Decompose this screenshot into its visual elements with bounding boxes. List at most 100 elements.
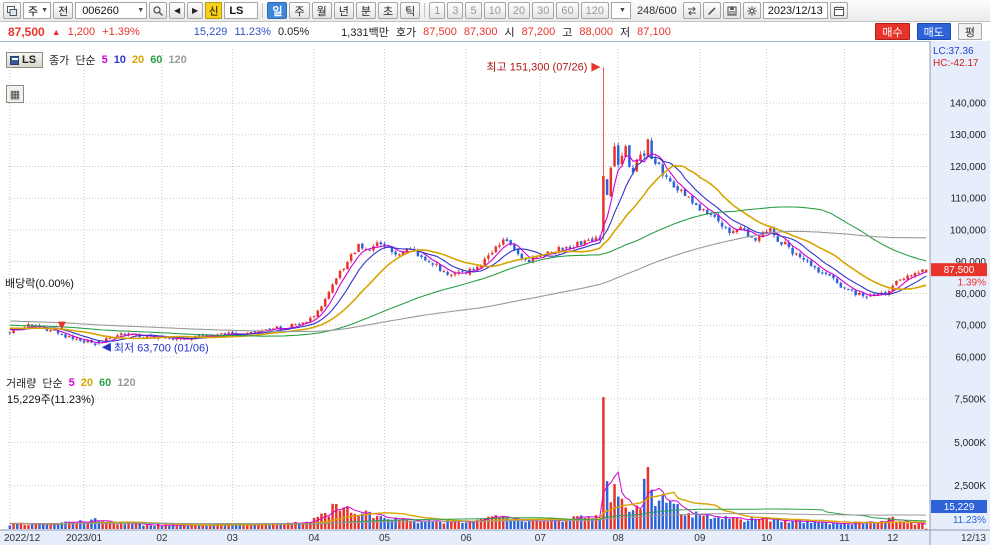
x-tick-label: 02 (156, 533, 168, 544)
x-tick-label: 2022/12 (4, 533, 41, 544)
interval-combo[interactable]: ▼ (611, 2, 631, 19)
current-volume-text: 15,229주(11.23%) (7, 391, 95, 407)
calendar-icon (833, 5, 845, 17)
tab-tick[interactable]: 틱 (400, 2, 420, 19)
interval-30[interactable]: 30 (532, 2, 554, 19)
window-icon[interactable] (3, 2, 21, 19)
chevron-down-icon: ▼ (41, 7, 48, 14)
volume-ma5-line (10, 472, 926, 525)
next-stock-button[interactable]: ▶ (187, 2, 203, 19)
stock-code-input[interactable] (80, 4, 134, 18)
chart-date-value: 2023/12/13 (768, 5, 823, 17)
annotation-high: 최고 151,300 (07/26) (486, 61, 587, 74)
price-ma20-line (10, 166, 926, 339)
new-issue-badge: 신 (205, 2, 222, 19)
calendar-button[interactable] (830, 2, 848, 19)
asset-type-value: 주 (28, 3, 38, 19)
vol-ma20-legend[interactable]: 20 (81, 377, 93, 389)
tab-minute[interactable]: 분 (356, 2, 376, 19)
indicator-grid-button[interactable]: ▦ (6, 85, 24, 103)
tab-month[interactable]: 월 (312, 2, 332, 19)
ma10-legend[interactable]: 10 (114, 54, 126, 66)
swap-arrows-icon (686, 5, 698, 17)
jeon-button[interactable]: 전 (53, 2, 73, 19)
x-tick-label: 11 (839, 533, 850, 544)
vol-ma120-legend[interactable]: 120 (117, 377, 135, 389)
x-tick-label: 09 (694, 533, 706, 544)
interval-3[interactable]: 3 (447, 2, 463, 19)
ma60-legend[interactable]: 60 (150, 54, 162, 66)
settings-button[interactable] (743, 2, 761, 19)
price-tick-label: 140,000 (950, 98, 987, 109)
open-label: 시 (504, 24, 514, 40)
annotation-exdiv: 배당락(0.00%) (5, 277, 74, 290)
high-price: 88,000 (579, 26, 613, 38)
current-price-badge-text: 87,500 (944, 265, 975, 276)
current-price: 87,500 (8, 25, 45, 39)
candlestick-chart-canvas[interactable]: 최고 151,300 (07/26)최저 63,700 (01/06)배당락(0… (0, 41, 990, 545)
volume-value: 15,229 (194, 26, 228, 38)
volume-ratio: 11.23% (234, 26, 271, 38)
price-change-pct: +1.39% (102, 26, 140, 38)
hoga-ask: 87,500 (423, 26, 457, 38)
chart-mini-icon (10, 56, 19, 65)
vol-ma5-legend[interactable]: 5 (69, 377, 75, 389)
prev-stock-button[interactable]: ◀ (169, 2, 185, 19)
interval-1[interactable]: 1 (429, 2, 445, 19)
volume-tick-label: 7,500K (954, 394, 986, 405)
valuation-button[interactable]: 평 (958, 23, 982, 40)
price-tick-label: 60,000 (955, 353, 986, 364)
buy-button[interactable]: 매수 (875, 23, 909, 40)
x-tick-label: 05 (379, 533, 391, 544)
current-price-pct: 1.39% (958, 278, 986, 289)
search-icon (152, 5, 164, 17)
x-tick-label: 07 (535, 533, 547, 544)
price-tick-label: 130,000 (950, 130, 987, 141)
chevron-down-icon: ▼ (137, 7, 144, 14)
price-tick-label: 70,000 (955, 321, 986, 332)
compare-button[interactable] (683, 2, 701, 19)
asset-type-combo[interactable]: 주 ▼ (23, 2, 51, 19)
chart-date-box[interactable]: 2023/12/13 (763, 2, 828, 19)
hoga-bid: 87,300 (464, 26, 498, 38)
grid-icon: ▦ (10, 88, 20, 101)
volume-pane-legend: 거래량 단순 5 20 60 120 (6, 375, 136, 391)
interval-60[interactable]: 60 (556, 2, 578, 19)
interval-20[interactable]: 20 (508, 2, 530, 19)
vol-ma60-legend[interactable]: 60 (99, 377, 111, 389)
volume-tick-label: 5,000K (954, 438, 986, 449)
annotations (58, 63, 601, 352)
tab-week[interactable]: 주 (289, 2, 309, 19)
x-tick-label: 06 (461, 533, 473, 544)
ma20-legend[interactable]: 20 (132, 54, 144, 66)
draw-tool-button[interactable] (703, 2, 721, 19)
divider (424, 3, 425, 18)
chart-region: 최고 151,300 (07/26)최저 63,700 (01/06)배당락(0… (0, 41, 990, 545)
bar-counter: 248/600 (633, 5, 681, 17)
divider (262, 3, 263, 18)
stock-code-combo[interactable]: ▼ (75, 2, 147, 19)
x-tick-label: 12 (887, 533, 899, 544)
save-button[interactable] (723, 2, 741, 19)
open-price: 87,200 (522, 26, 556, 38)
price-tick-label: 80,000 (955, 289, 986, 300)
tab-year[interactable]: 년 (334, 2, 354, 19)
tab-day[interactable]: 일 (267, 2, 287, 19)
sell-button[interactable]: 매도 (917, 23, 951, 40)
interval-5[interactable]: 5 (465, 2, 481, 19)
interval-120[interactable]: 120 (581, 2, 609, 19)
interval-10[interactable]: 10 (484, 2, 506, 19)
x-tick-label: 12/13 (961, 533, 986, 544)
x-tick-label: 04 (308, 533, 320, 544)
search-button[interactable] (149, 2, 167, 19)
x-tick-label: 08 (613, 533, 625, 544)
price-tick-label: 110,000 (951, 194, 987, 205)
ma5-legend[interactable]: 5 (102, 54, 108, 66)
high-arrow-icon (591, 63, 600, 72)
main-toolbar: 주 ▼ 전 ▼ ◀ ▶ 신 LS 일 주 월 년 분 초 틱 1 3 5 10 … (0, 0, 990, 22)
tab-second[interactable]: 초 (378, 2, 398, 19)
volume-legend-label: 거래량 (6, 375, 36, 391)
ma120-legend[interactable]: 120 (168, 54, 186, 66)
current-volume-pct: 11.23% (953, 515, 986, 526)
symbol-chip[interactable]: LS (6, 52, 43, 68)
